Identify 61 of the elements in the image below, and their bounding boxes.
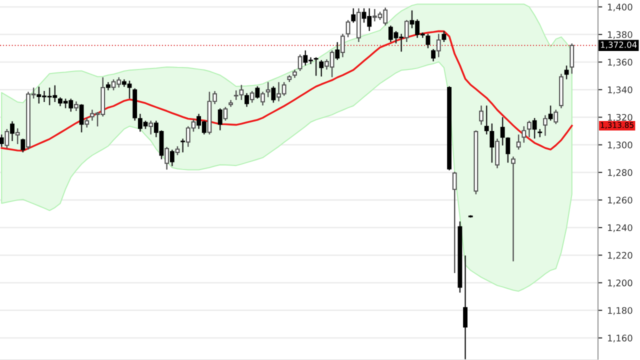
candlestick: [479, 106, 484, 125]
candlestick: [180, 138, 186, 152]
y-tick-label: 1,300: [608, 142, 632, 150]
candlestick: [554, 110, 558, 124]
candlestick: [426, 34, 430, 48]
candlestick: [250, 91, 254, 103]
candlestick: [0, 134, 4, 147]
candlestick: [452, 172, 457, 274]
candlestick: [532, 118, 537, 139]
candlestick: [298, 54, 302, 71]
candlestick: [442, 31, 446, 42]
candlestick: [164, 146, 170, 170]
candlestick: [463, 256, 468, 360]
y-tick-label: 1,180: [608, 307, 632, 315]
candlestick: [255, 86, 260, 99]
candlestick: [404, 20, 409, 42]
candlestick: [260, 92, 265, 106]
candlestick: [522, 126, 526, 143]
candlestick: [436, 34, 441, 58]
candlestick: [511, 156, 516, 262]
y-tick-label: 1,380: [608, 31, 632, 39]
candlestick: [490, 124, 494, 163]
candlestick: [340, 34, 345, 58]
candlestick: [20, 138, 26, 152]
candlestick: [148, 120, 154, 134]
candlestick: [271, 86, 276, 103]
candlestick: [564, 66, 569, 80]
candlestick: [10, 121, 14, 142]
candlestick: [228, 100, 233, 107]
y-tick-label: 1,200: [608, 279, 632, 288]
candlestick: [319, 60, 324, 76]
candlestick: [79, 104, 84, 132]
y-tick-label: 1,400: [608, 4, 632, 12]
candlestick: [335, 42, 340, 60]
y-tick-label: 1,240: [608, 224, 632, 232]
candlestick: [4, 129, 10, 148]
candlestick: [266, 82, 270, 98]
ref-line-label: 1,372.04: [601, 42, 637, 49]
candlestick: [351, 8, 356, 23]
y-tick-label: 1,160: [608, 334, 632, 342]
candlestick: [570, 44, 574, 74]
y-tick-label: 1,220: [608, 252, 632, 260]
y-tick-label: 1,280: [608, 169, 632, 177]
y-tick-label: 1,360: [608, 58, 632, 67]
candlestick: [548, 106, 553, 121]
candlestick: [495, 138, 500, 168]
candlestick: [218, 108, 222, 130]
y-tick-label: 1,340: [608, 86, 632, 94]
y-tick-label: 1,320: [608, 114, 632, 122]
candlestick: [223, 106, 228, 121]
y-tick-label: 1,260: [608, 196, 632, 204]
candlestick: [516, 134, 521, 150]
candlestick: [244, 93, 249, 107]
candlestick: [170, 150, 174, 166]
candlestick: [543, 115, 548, 136]
candlestick: [15, 128, 20, 144]
candlestick: [314, 57, 318, 76]
candlestick: [431, 49, 436, 62]
candlestick: [527, 120, 532, 138]
candlestick: [484, 106, 489, 134]
candlestick: [346, 20, 350, 38]
